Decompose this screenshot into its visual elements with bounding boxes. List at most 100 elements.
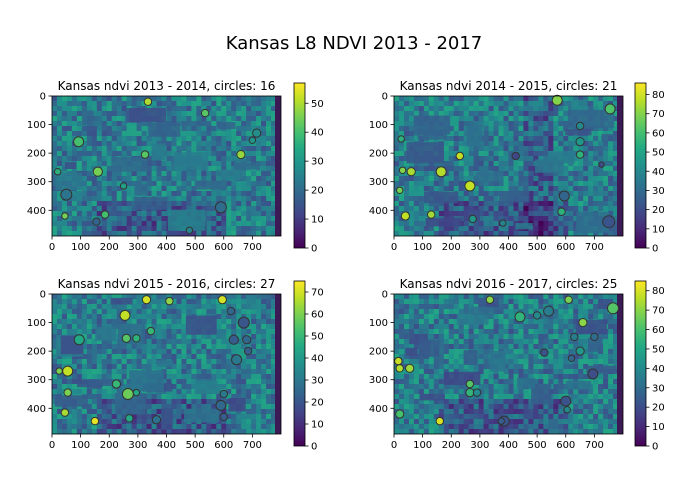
x-tick-label: 600 — [214, 242, 233, 253]
ndvi-panel-3: Kansas ndvi 2015 - 2016, circles: 270 100… — [27, 277, 324, 453]
colorbar-tick-label: 30 — [652, 186, 665, 197]
detection-circle — [119, 182, 128, 190]
detection-circle — [92, 217, 101, 226]
detection-circle — [243, 346, 253, 356]
detection-circle — [598, 161, 605, 168]
detection-circle — [400, 211, 410, 221]
colorbar-tick-label: 0 — [652, 244, 658, 255]
x-tick-label: 300 — [128, 440, 147, 451]
detection-circle — [604, 103, 616, 115]
x-tick-label: 0 — [49, 242, 55, 253]
x-tick-label: 500 — [186, 440, 205, 451]
ndvi-panel-1: Kansas ndvi 2013 - 2014, circles: 160 100… — [27, 79, 324, 255]
colorbar-tick-label: 70 — [311, 288, 324, 299]
colorbar-gradient — [634, 82, 647, 249]
detection-circle — [396, 186, 404, 195]
ndvi-raster — [52, 294, 281, 434]
y-tick-label: 400 — [27, 206, 46, 217]
detection-circle — [237, 316, 250, 329]
x-tick-label: 700 — [585, 242, 604, 253]
x-tick-label: 500 — [528, 440, 547, 451]
colorbar-tick-label: 70 — [652, 306, 665, 317]
detection-circle — [607, 302, 619, 315]
colorbar-tick-label: 10 — [311, 420, 324, 431]
detection-circle — [151, 415, 162, 425]
y-tick-label: 200 — [27, 347, 46, 358]
y-tick-label: 0 — [40, 290, 46, 301]
detection-circle — [532, 311, 542, 320]
x-tick-label: 200 — [100, 440, 119, 451]
colorbar-tick-label: 70 — [652, 109, 665, 120]
ndvi-raster — [394, 96, 623, 236]
y-tick-label: 200 — [369, 149, 388, 160]
colorbar-tick-label: 50 — [652, 148, 665, 159]
x-tick-label: 100 — [413, 440, 432, 451]
colorbar-tick-label: 30 — [311, 376, 324, 387]
detection-circle — [214, 201, 227, 214]
x-tick-label: 500 — [528, 242, 547, 253]
x-tick-label: 100 — [71, 440, 90, 451]
panel-title: Kansas ndvi 2015 - 2016, circles: 27 — [58, 277, 276, 291]
x-tick-label: 400 — [157, 242, 176, 253]
colorbar-tick-label: 50 — [311, 99, 324, 110]
detection-circle — [60, 408, 70, 417]
x-tick-label: 500 — [186, 242, 205, 253]
colorbar: 0 10 20 30 40 50 60 70 80 — [634, 82, 665, 255]
x-tick-label: 0 — [49, 440, 55, 451]
colorbar-tick-label: 40 — [652, 167, 665, 178]
x-tick-label: 200 — [442, 440, 461, 451]
colorbar-tick-label: 60 — [652, 325, 665, 336]
y-tick-label: 100 — [369, 318, 388, 329]
detection-circle — [578, 318, 588, 328]
ndvi-raster — [394, 294, 623, 434]
detection-circle — [575, 121, 585, 131]
detection-circle — [499, 219, 507, 227]
detection-circle — [557, 207, 566, 216]
y-tick-label: 400 — [369, 206, 388, 217]
x-tick-label: 700 — [243, 242, 262, 253]
detection-circle — [185, 226, 194, 235]
detection-circle — [558, 190, 570, 202]
detection-circle — [395, 364, 404, 373]
colorbar-tick-label: 40 — [652, 364, 665, 375]
y-tick-label: 200 — [27, 149, 46, 160]
x-tick-label: 600 — [556, 440, 575, 451]
panel-title: Kansas ndvi 2013 - 2014, circles: 16 — [58, 79, 276, 93]
detection-circle — [111, 379, 122, 389]
y-tick-label: 400 — [369, 404, 388, 415]
colorbar: 0 10 20 30 40 50 60 70 80 — [634, 280, 665, 453]
detection-circle — [497, 417, 505, 425]
detection-circle — [215, 399, 227, 411]
y-tick-label: 300 — [369, 375, 388, 386]
detection-circle — [219, 389, 229, 399]
detection-circle — [394, 356, 403, 366]
x-tick-label: 100 — [413, 242, 432, 253]
detection-circle — [540, 348, 549, 357]
detection-circle — [406, 167, 416, 177]
detection-circle — [511, 151, 520, 161]
colorbar-tick-label: 10 — [652, 224, 665, 235]
colorbar-tick-label: 50 — [652, 344, 665, 355]
panel-title: Kansas ndvi 2016 - 2017, circles: 25 — [400, 277, 618, 291]
figure-title: Kansas L8 NDVI 2013 - 2017 — [226, 33, 483, 54]
detection-circle — [564, 295, 573, 304]
y-tick-label: 400 — [27, 404, 46, 415]
y-tick-label: 200 — [369, 347, 388, 358]
detection-circle — [54, 168, 62, 176]
x-tick-label: 600 — [556, 242, 575, 253]
detection-circle — [397, 135, 405, 143]
x-tick-label: 200 — [100, 242, 119, 253]
detection-circle — [563, 406, 571, 414]
detection-circle — [90, 416, 100, 426]
colorbar-tick-label: 60 — [652, 128, 665, 139]
y-tick-label: 0 — [382, 92, 388, 103]
x-tick-label: 300 — [128, 242, 147, 253]
detection-circle — [146, 326, 156, 336]
detection-circle — [228, 334, 239, 345]
detection-circle — [219, 412, 229, 422]
y-tick-label: 100 — [369, 120, 388, 131]
detection-circle — [465, 388, 475, 398]
colorbar: 0 10 20 30 40 50 60 70 — [293, 280, 324, 453]
x-tick-label: 0 — [391, 440, 397, 451]
colorbar-tick-label: 20 — [311, 398, 324, 409]
